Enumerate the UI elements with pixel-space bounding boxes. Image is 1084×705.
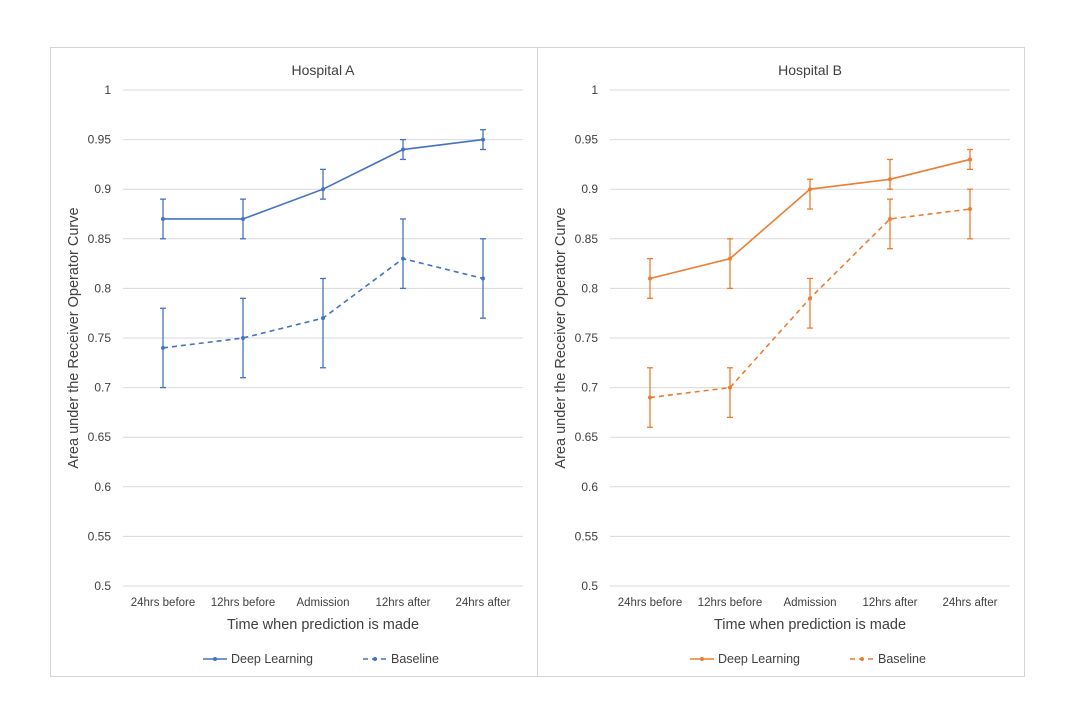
x-tick-label: 12hrs before: [211, 597, 276, 609]
data-point: [888, 216, 892, 221]
chart-hospital-a: Hospital A 0.5 0.55 0.6 0.65 0.7 0.75 0.8 0.85 0.…: [66, 62, 523, 666]
x-tick-label: 12hrs before: [698, 597, 763, 609]
y-tick-label: 0.95: [88, 133, 112, 147]
x-tick-label: 24hrs before: [131, 597, 196, 609]
legend-label-deep-learning: Deep Learning: [718, 652, 800, 666]
data-point: [401, 256, 405, 261]
legend-label-baseline: Baseline: [878, 652, 926, 666]
data-point: [481, 276, 485, 281]
x-tick-label: Admission: [783, 597, 836, 609]
data-point: [968, 157, 972, 162]
data-point: [648, 395, 652, 400]
data-point: [161, 216, 165, 221]
chart-title: Hospital A: [291, 62, 355, 78]
y-tick-label: 0.8: [94, 281, 111, 295]
data-point: [728, 256, 732, 261]
x-axis-label: Time when prediction is made: [714, 617, 906, 633]
data-point: [648, 276, 652, 281]
y-tick-label: 0.65: [575, 430, 599, 444]
data-point: [888, 177, 892, 182]
x-tick-label: 24hrs after: [943, 597, 998, 609]
chart-panel-hospital-a: Hospital A 0.5 0.55 0.6 0.65 0.7 0.75 0.8 0.85 0.…: [50, 47, 538, 677]
legend-marker: [213, 657, 217, 661]
y-tick-label: 0.9: [581, 182, 598, 196]
y-tick-label: 0.6: [581, 480, 598, 494]
x-tick-label: 12hrs after: [376, 597, 431, 609]
data-point: [401, 147, 405, 152]
legend-marker: [700, 657, 704, 661]
y-tick-label: 0.65: [88, 430, 112, 444]
series-line-deep-learning: [649, 158, 971, 280]
legend-marker: [373, 657, 377, 661]
y-tick-label: 0.95: [575, 133, 599, 147]
y-tick-label: 0.7: [581, 381, 598, 395]
legend-marker: [860, 657, 864, 661]
x-tick-label: 12hrs after: [863, 597, 918, 609]
y-tick-label: 0.7: [94, 381, 111, 395]
data-point: [241, 216, 245, 221]
chart-hospital-b: Hospital B 0.5 0.55 0.6 0.65 0.7 0.75 0.8 0.85 0.…: [553, 62, 1010, 666]
data-point: [161, 345, 165, 350]
data-point: [968, 207, 972, 212]
chart-panel-hospital-b: Hospital B 0.5 0.55 0.6 0.65 0.7 0.75 0.8 0.85 0.…: [537, 47, 1025, 677]
x-tick-label: 24hrs after: [456, 597, 511, 609]
data-point: [321, 187, 325, 192]
y-tick-label: 0.55: [575, 529, 599, 543]
y-tick-label: 0.5: [94, 579, 111, 593]
y-axis-label: Area under the Receiver Operator Curve: [553, 207, 569, 468]
y-tick-label: 0.9: [94, 182, 111, 196]
legend-label-deep-learning: Deep Learning: [231, 652, 313, 666]
x-tick-label: 24hrs before: [618, 597, 683, 609]
y-tick-label: 0.8: [581, 281, 598, 295]
data-point: [241, 336, 245, 340]
data-point: [808, 187, 812, 192]
data-point: [321, 316, 325, 321]
y-axis-label: Area under the Receiver Operator Curve: [66, 207, 82, 468]
legend-label-baseline: Baseline: [391, 652, 439, 666]
x-tick-label: Admission: [296, 597, 349, 609]
y-tick-label: 0.85: [88, 232, 112, 246]
y-tick-label: 0.75: [88, 331, 112, 345]
y-tick-label: 0.85: [575, 232, 599, 246]
data-point: [728, 385, 732, 390]
y-tick-label: 0.75: [575, 331, 599, 345]
data-point: [481, 137, 485, 142]
y-tick-label: 1: [104, 83, 111, 97]
y-tick-label: 0.5: [581, 579, 598, 593]
y-tick-label: 0.6: [94, 480, 111, 494]
y-tick-label: 1: [591, 83, 598, 97]
y-tick-label: 0.55: [88, 529, 112, 543]
chart-title: Hospital B: [778, 62, 842, 78]
x-axis-label: Time when prediction is made: [227, 617, 419, 633]
data-point: [808, 296, 812, 301]
